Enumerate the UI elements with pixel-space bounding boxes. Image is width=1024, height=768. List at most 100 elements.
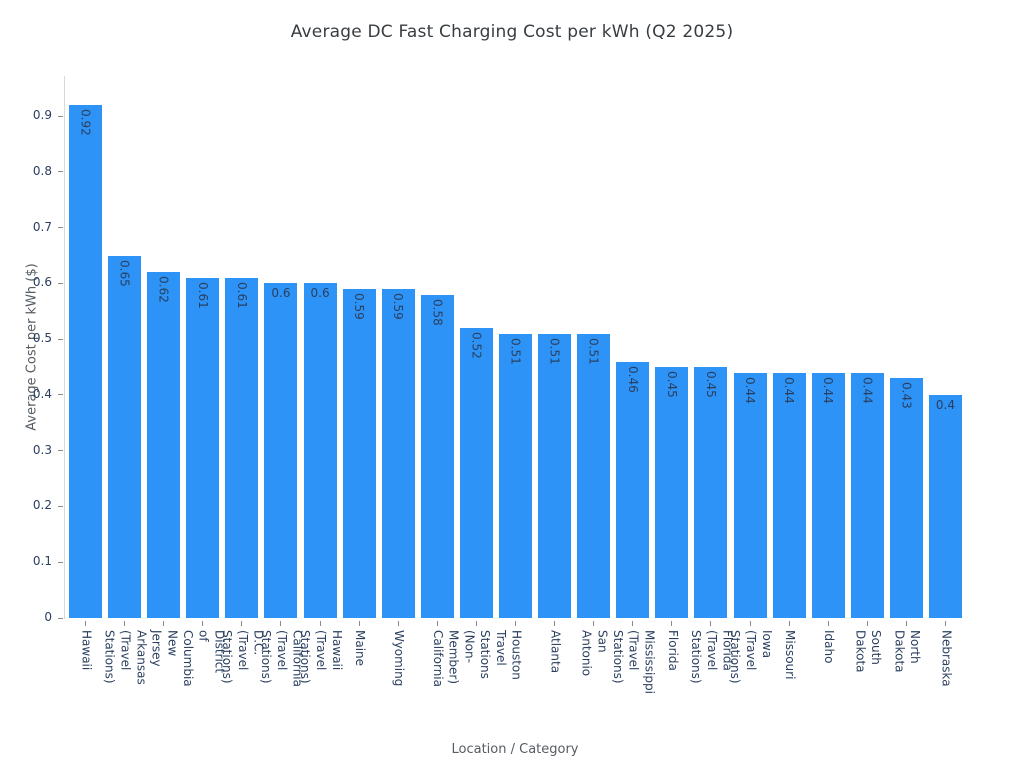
x-tick-label: Idaho [822, 630, 837, 664]
bar[interactable]: 0.61 [225, 277, 259, 618]
x-tick-label: Florida [665, 630, 680, 671]
x-axis-title: Location / Category [451, 742, 579, 757]
bar-value-label: 0.58 [430, 298, 445, 326]
x-tick-mark [788, 621, 790, 626]
x-tick-label: D.C. (Travel Stations) [219, 630, 266, 684]
x-tick-mark [749, 621, 751, 626]
x-tick-label: San Antonio [579, 630, 610, 677]
bar-value-label: 0.44 [743, 376, 758, 404]
bar-value-label: 0.51 [508, 337, 523, 365]
bar[interactable]: 0.45 [655, 367, 689, 618]
x-tick-mark [280, 621, 282, 626]
bar-value-label: 0.44 [860, 376, 875, 404]
bar[interactable]: 0.52 [459, 328, 493, 618]
bar[interactable]: 0.59 [342, 289, 376, 618]
y-tick-label: 0.3 [32, 442, 52, 457]
y-tick-mark [58, 115, 63, 117]
y-tick-label: 0.7 [32, 219, 52, 234]
x-tick-mark [944, 621, 946, 626]
bar[interactable]: 0.51 [538, 333, 572, 618]
y-tick-label: 0.4 [32, 386, 52, 401]
x-tick-mark [554, 621, 556, 626]
bar-value-label: 0.51 [586, 337, 601, 365]
bar[interactable]: 0.44 [733, 372, 767, 618]
bar-value-label: 0.44 [821, 376, 836, 404]
bar-value-label: 0.6 [310, 286, 330, 301]
x-tick-mark [515, 621, 516, 626]
y-tick-label: 0.6 [32, 275, 52, 290]
x-tick-label: North Dakota [892, 630, 923, 673]
bar-value-label: 0.46 [625, 365, 640, 393]
x-tick-mark [593, 621, 595, 626]
bar[interactable]: 0.59 [381, 289, 415, 618]
bar[interactable]: 0.6 [303, 283, 337, 618]
y-tick-mark [58, 171, 63, 173]
x-tick-mark [241, 621, 243, 626]
x-tick-label: Atlanta [548, 630, 563, 674]
bar[interactable]: 0.4 [928, 394, 962, 618]
bar-value-label: 0.65 [117, 259, 132, 287]
bar[interactable]: 0.43 [889, 378, 923, 618]
x-tick-mark [85, 621, 87, 626]
y-tick-mark [58, 282, 63, 284]
bar[interactable]: 0.44 [811, 372, 845, 618]
bar[interactable]: 0.6 [264, 283, 298, 618]
bar[interactable]: 0.44 [772, 372, 806, 618]
x-tick-mark [475, 621, 477, 626]
bar-value-label: 0.59 [352, 293, 367, 320]
x-tick-mark [163, 621, 165, 626]
x-tick-label: Maine [353, 630, 368, 667]
x-tick-label: Arkansas (Travel Stations) [102, 630, 149, 685]
x-tick-label: Hawaii [79, 630, 94, 671]
y-tick-mark [58, 617, 63, 619]
y-tick-label: 0.5 [32, 331, 52, 346]
bar-value-label: 0.45 [664, 371, 679, 398]
y-tick-mark [58, 394, 63, 396]
bar-value-label: 0.4 [935, 397, 955, 412]
bar[interactable]: 0.92 [69, 105, 103, 618]
x-tick-mark [671, 621, 673, 626]
x-tick-label: South Dakota [853, 630, 884, 673]
x-tick-label: New Jersey [149, 630, 180, 667]
y-tick-label: 0.2 [32, 498, 52, 513]
bar[interactable]: 0.51 [499, 333, 532, 618]
y-tick-mark [58, 338, 63, 340]
x-tick-mark [358, 621, 360, 626]
y-tick-label: 0 [44, 610, 52, 624]
bar-value-label: 0.44 [782, 376, 797, 404]
x-tick-label: Hawaii (Travel Stations) [298, 630, 344, 684]
bar[interactable]: 0.61 [186, 277, 220, 618]
x-tick-mark [436, 621, 438, 626]
bar[interactable]: 0.65 [108, 255, 142, 618]
x-tick-mark [124, 621, 126, 626]
x-tick-mark [632, 621, 634, 626]
bar[interactable]: 0.44 [850, 372, 884, 618]
y-tick-mark [58, 561, 63, 563]
x-tick-mark [905, 621, 907, 626]
y-tick-label: 0.9 [32, 108, 52, 123]
x-tick-mark [866, 621, 868, 626]
bar-value-label: 0.92 [78, 109, 93, 136]
bar-value-label: 0.45 [703, 371, 718, 398]
x-tick-mark [710, 621, 712, 626]
x-tick-label: California [431, 630, 446, 687]
x-tick-label: Travel Stations (Non-Member) [446, 630, 509, 685]
bar-value-label: 0.43 [899, 382, 914, 409]
bar-value-label: 0.61 [195, 281, 210, 309]
bar[interactable]: 0.62 [147, 272, 181, 618]
bar[interactable]: 0.58 [420, 294, 454, 618]
bar-value-label: 0.6 [271, 286, 291, 301]
chart-title: Average DC Fast Charging Cost per kWh (Q… [290, 22, 734, 42]
bar[interactable]: 0.45 [694, 367, 728, 618]
y-tick-mark [58, 505, 63, 507]
x-tick-label: Houston [509, 630, 524, 680]
y-tick-mark [58, 227, 63, 229]
bar-value-label: 0.61 [234, 281, 249, 309]
x-tick-label: Iowa (Travel Stations) [728, 630, 774, 684]
x-tick-mark [397, 621, 399, 626]
x-tick-label: Nebraska [939, 630, 954, 687]
bar[interactable]: 0.46 [616, 361, 650, 618]
bar[interactable]: 0.51 [577, 333, 611, 618]
y-tick-mark [58, 450, 63, 452]
